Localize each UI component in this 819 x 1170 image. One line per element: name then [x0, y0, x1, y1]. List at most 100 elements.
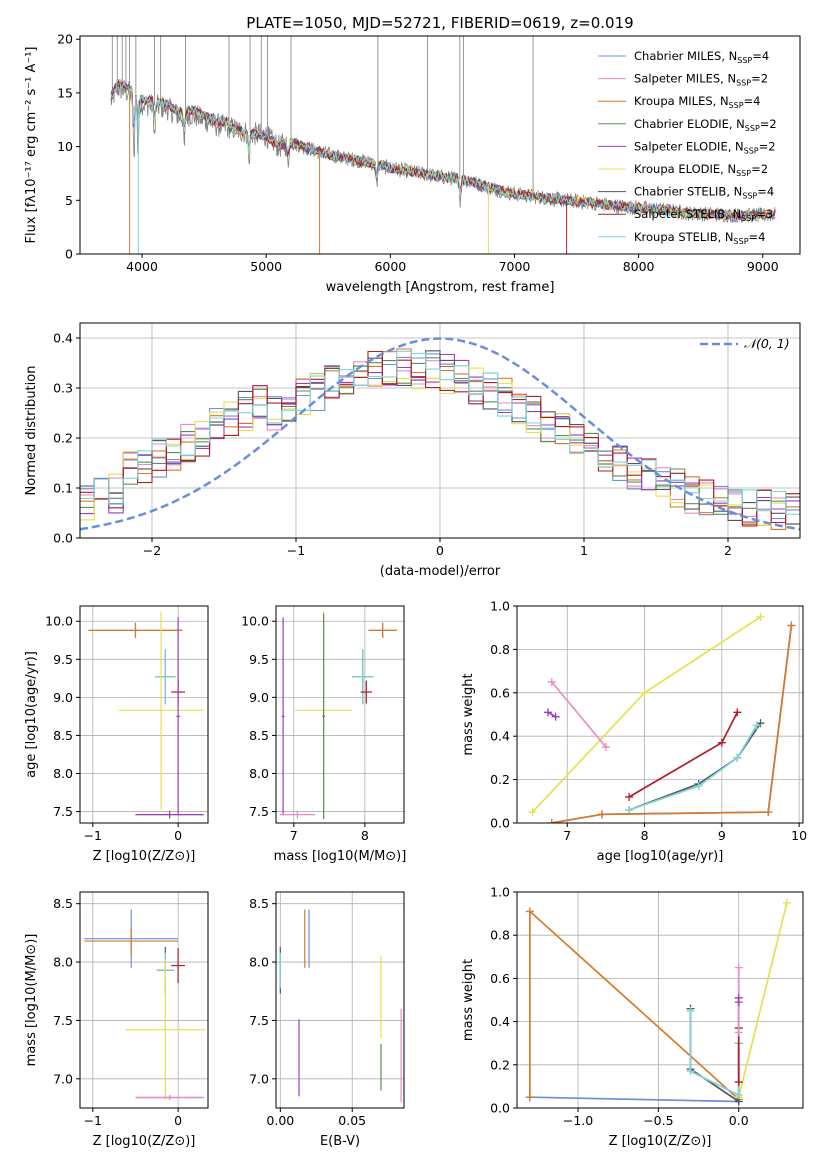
y-tick-label: 10	[57, 139, 73, 154]
plot-area	[80, 337, 800, 531]
y-tick-label: 9.5	[249, 652, 269, 667]
histogram-salpeter-elodie	[80, 353, 800, 523]
axes-border	[275, 891, 405, 1109]
series-marker	[734, 1028, 743, 1037]
y-tick-label: 0.0	[53, 531, 73, 546]
series-marker	[640, 688, 649, 697]
y-axis-label: Normed distribution	[24, 366, 39, 496]
x-tick-label: −1	[287, 543, 305, 558]
y-axis-label: mass weight	[461, 673, 476, 755]
series-marker	[752, 721, 761, 730]
point-salpeter-stelib	[360, 680, 372, 704]
y-tick-label: 8.5	[53, 728, 73, 743]
y-tick-label: 8.5	[249, 896, 269, 911]
series-marker	[547, 677, 556, 686]
series-marker	[625, 805, 634, 814]
panel-age_weight: 7 8 9 10 0.0 0.2 0.4 0.6 0.8 1.0 age [log10(age/yr…	[461, 599, 807, 865]
x-tick-label: 9000	[747, 259, 779, 274]
point-kroupa-elodie	[118, 611, 204, 810]
y-tick-label: 8.0	[249, 766, 269, 781]
axes-border	[516, 605, 804, 824]
y-tick-label: 0.2	[490, 1057, 510, 1072]
series-line	[531, 616, 761, 813]
y-tick-label: 0	[65, 247, 73, 262]
x-tick-label: 0	[174, 1113, 182, 1128]
series-salpeter-elodie	[543, 708, 560, 721]
figure-title: PLATE=1050, MJD=52721, FIBERID=0619, z=0…	[246, 14, 633, 32]
series-marker	[694, 782, 703, 791]
y-tick-label: 0.4	[490, 729, 510, 744]
legend-entry: Kroupa ELODIE, NSSP=2	[634, 162, 768, 178]
axes-frame: 4000 5000 6000 7000 8000 9000 0 5 10 15 20 waveleng…	[24, 32, 801, 295]
series-marker	[525, 907, 534, 916]
legend-entry: Salpeter MILES, NSSP=2	[634, 72, 768, 88]
y-tick-label: 8.5	[53, 896, 73, 911]
y-tick-label: 7.5	[249, 804, 269, 819]
axes-frame: 7 8 7.5 8.0 8.5 9.0 9.5 10.0 mass [log10(M/M⊙)]	[241, 605, 406, 864]
series-marker	[734, 998, 743, 1007]
series-line	[628, 711, 739, 798]
panel-ebv_mass: 0.00 0.05 7.0 7.5 8.0 8.5 E(B-V)	[249, 891, 405, 1149]
y-tick-label: 20	[57, 32, 73, 47]
series-marker	[528, 808, 537, 817]
series-line	[551, 625, 793, 823]
spectrum-legend: Chabrier MILES, NSSP=4 Salpeter MILES, NS…	[598, 49, 777, 246]
x-tick-label: 6000	[374, 259, 406, 274]
y-tick-label: 10.0	[45, 614, 73, 629]
series-marker	[764, 808, 773, 817]
x-tick-label: 0.0	[729, 1113, 749, 1128]
y-tick-label: 9.0	[53, 690, 73, 705]
x-tick-label: 0	[436, 543, 444, 558]
series-marker	[686, 1006, 695, 1015]
x-tick-label: 8000	[623, 259, 655, 274]
series-marker	[551, 712, 560, 721]
legend-entry: Kroupa MILES, NSSP=4	[634, 94, 760, 110]
series-marker	[717, 738, 726, 747]
legend-entry: 𝒩(0, 1)	[744, 336, 790, 351]
series-kroupa-elodie	[528, 612, 765, 817]
x-tick-label: 7	[290, 828, 298, 843]
series-line	[529, 909, 740, 1101]
series-marker	[756, 612, 765, 621]
x-tick-label: 0.00	[266, 1113, 294, 1128]
axes-frame: 0.00 0.05 7.0 7.5 8.0 8.5 E(B-V)	[249, 891, 405, 1149]
x-tick-label: −0.5	[643, 1113, 673, 1128]
point-salpeter-elodie	[135, 810, 204, 819]
y-tick-label: 15	[57, 85, 73, 100]
series-marker	[787, 621, 796, 630]
series-chabrier-miles	[525, 1093, 743, 1106]
series-marker	[734, 1091, 743, 1100]
point-salpeter-stelib	[171, 948, 185, 984]
legend-entry: Salpeter ELODIE, NSSP=2	[634, 139, 776, 155]
y-tick-label: 5	[65, 193, 73, 208]
y-axis-label: mass [log10(M/M⊙)]	[24, 934, 39, 1067]
series-marker	[734, 1078, 743, 1087]
y-tick-label: 8.0	[53, 955, 73, 970]
panel-residuals: −2 −1 0 1 2 0.0 0.1 0.2 0.3 0.4 (data-model)/error…	[24, 322, 801, 579]
legend-entry: Chabrier STELIB, NSSP=4	[634, 185, 774, 201]
x-tick-label: 2	[724, 543, 732, 558]
y-tick-label: 0.2	[53, 431, 73, 446]
plot-area	[279, 611, 397, 820]
y-tick-label: 0.1	[53, 481, 73, 496]
series-line	[529, 1096, 739, 1103]
x-tick-label: −2	[143, 543, 161, 558]
point-salpeter-elodie	[176, 617, 180, 816]
series-kroupa-miles	[547, 621, 796, 823]
x-axis-label: E(B-V)	[320, 1134, 360, 1149]
x-axis-label: Z [log10(Z/Z⊙)]	[93, 1134, 196, 1149]
y-tick-label: 7.5	[53, 804, 73, 819]
y-tick-label: 7.5	[53, 1013, 73, 1028]
x-tick-label: 7000	[499, 259, 531, 274]
series-marker	[734, 963, 743, 972]
point-kroupa-stelib	[155, 649, 176, 705]
y-tick-label: 8.0	[249, 955, 269, 970]
plot-area	[528, 612, 796, 823]
x-axis-label: Z [log10(Z/Z⊙)]	[609, 1134, 712, 1149]
axes-border	[79, 891, 209, 1109]
point-kroupa-miles	[88, 622, 183, 638]
y-tick-label: 0.8	[490, 642, 510, 657]
x-tick-label: 7	[563, 828, 571, 843]
y-tick-label: 10.0	[241, 614, 269, 629]
